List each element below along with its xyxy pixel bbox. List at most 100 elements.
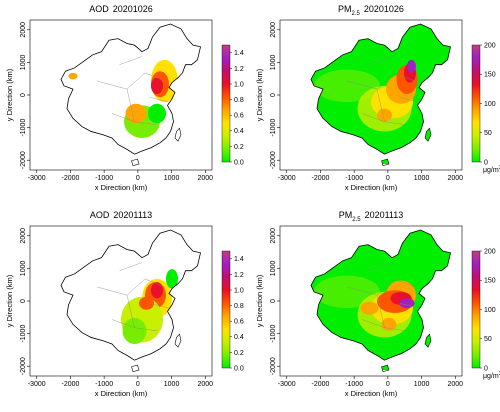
y-tick-label: 0 — [20, 93, 27, 97]
x-tick-label: -3000 — [28, 381, 46, 388]
taiwan-outline — [174, 333, 182, 348]
y-tick-label: -2000 — [20, 357, 27, 375]
province-borders — [346, 56, 420, 126]
x-tick-label: 0 — [136, 381, 140, 388]
panel-title: PM2.5 20201113 — [339, 210, 404, 223]
x-tick-label: -2000 — [61, 175, 79, 182]
panel-title-date: 20201026 — [364, 4, 404, 14]
y-tick-label: 0 — [20, 299, 27, 303]
colorbar-tick-label: 0.6 — [234, 113, 244, 120]
taiwan-outline — [424, 333, 432, 348]
panel-title-main: AOD — [90, 210, 110, 220]
y-tick-label: 2000 — [20, 228, 27, 244]
colorbar-tick-label: 0.2 — [234, 144, 244, 151]
china-outline — [60, 23, 201, 155]
colorbar-tick-label: 200 — [484, 248, 496, 255]
map-panel-aod2: AOD 20201113-3000 -2000 -1000 0 1000 2000-2000… — [5, 210, 244, 398]
colorbar-tick-label: 0.6 — [234, 319, 244, 326]
y-tick-label: 1000 — [270, 55, 277, 71]
y-axis-label: y Direction (km) — [255, 68, 264, 121]
map-panel-pm2: PM2.5 20201113-3000 -2000 -1000 0 1000 2000-20… — [255, 210, 500, 398]
hainan-outline — [381, 158, 390, 166]
y-tick-label: -1000 — [270, 119, 277, 137]
map-panel-aod1: AOD 20201026-3000 -2000 -1000 0 1000 2000-2000… — [5, 4, 244, 192]
china-outline — [60, 229, 201, 361]
map-fill — [311, 230, 451, 370]
panel-title-main: PM — [338, 4, 352, 14]
y-tick-label: -1000 — [20, 119, 27, 137]
hainan-outline — [381, 364, 390, 372]
colorbar-tick-label: 1.4 — [234, 50, 244, 57]
colorbar — [221, 44, 231, 163]
colorbar-unit: μg/m3 — [483, 165, 500, 174]
panel-title-subscript: 2.5 — [352, 217, 361, 223]
y-tick-label: 2000 — [20, 22, 27, 38]
x-tick-label: -2000 — [61, 381, 79, 388]
y-axis-label: y Direction (km) — [5, 274, 14, 327]
colorbar-tick-label: 0 — [484, 365, 488, 372]
colorbar-tick-label: 200 — [484, 42, 496, 49]
x-tick-label: -1000 — [95, 381, 113, 388]
y-tick-label: 1000 — [20, 261, 27, 277]
x-tick-label: 1000 — [414, 381, 430, 388]
y-tick-label: 2000 — [270, 22, 277, 38]
province-borders — [96, 262, 170, 332]
y-tick-label: 1000 — [270, 261, 277, 277]
colorbar-tick-label: 100 — [484, 101, 496, 108]
x-tick-label: -1000 — [95, 175, 113, 182]
map-fill — [61, 24, 201, 164]
colorbar-tick-label: 0 — [484, 159, 488, 166]
china-outline — [310, 229, 451, 361]
x-tick-label: -1000 — [345, 381, 363, 388]
colorbar-tick-label: 0.8 — [234, 303, 244, 310]
y-tick-label: 2000 — [270, 228, 277, 244]
hainan-outline — [131, 158, 140, 166]
x-tick-label: -3000 — [28, 175, 46, 182]
colorbar-tick-label: 50 — [484, 336, 492, 343]
x-axis-label: x Direction (km) — [95, 389, 148, 398]
colorbar-unit: μg/m3 — [483, 371, 500, 380]
panel-title-main: PM — [339, 210, 353, 220]
x-axis-label: x Direction (km) — [95, 183, 148, 192]
x-axis-label: x Direction (km) — [345, 183, 398, 192]
colorbar-tick-label: 0.0 — [234, 365, 244, 372]
x-tick-label: 1000 — [164, 175, 180, 182]
x-tick-label: -2000 — [311, 175, 329, 182]
panel-title-date: 20201113 — [365, 210, 404, 220]
province-borders — [96, 56, 170, 126]
y-tick-label: -2000 — [270, 151, 277, 169]
hainan-outline — [131, 364, 140, 372]
province-borders — [346, 262, 420, 332]
panel-title: AOD 20201026 — [89, 4, 153, 14]
x-tick-label: 2000 — [447, 381, 463, 388]
y-tick-label: -1000 — [270, 325, 277, 343]
panel-title-date: 20201113 — [113, 210, 152, 220]
x-tick-label: 0 — [136, 175, 140, 182]
taiwan-outline — [174, 127, 182, 142]
colorbar-tick-label: 100 — [484, 307, 496, 314]
x-tick-label: -1000 — [345, 175, 363, 182]
colorbar-tick-label: 150 — [484, 278, 496, 285]
colorbar-tick-label: 1.2 — [234, 272, 244, 279]
colorbar-tick-label: 0.4 — [234, 334, 244, 341]
y-tick-label: 0 — [270, 93, 277, 97]
colorbar-tick-label: 1.4 — [234, 256, 244, 263]
colorbar — [471, 44, 481, 163]
colorbar-tick-label: 1.0 — [234, 287, 244, 294]
x-tick-label: 0 — [386, 175, 390, 182]
x-tick-label: 0 — [386, 381, 390, 388]
y-axis-label: y Direction (km) — [5, 68, 14, 121]
colorbar-tick-label: 0.2 — [234, 350, 244, 357]
y-axis-label: y Direction (km) — [255, 274, 264, 327]
x-tick-label: 2000 — [197, 381, 213, 388]
x-axis-label: x Direction (km) — [345, 389, 398, 398]
colorbar — [221, 250, 231, 369]
x-tick-label: -3000 — [278, 381, 296, 388]
colorbar-tick-label: 50 — [484, 130, 492, 137]
x-tick-label: 1000 — [164, 381, 180, 388]
colorbar — [471, 250, 481, 369]
colorbar-tick-label: 0.4 — [234, 128, 244, 135]
panel-title-date: 20201026 — [113, 4, 153, 14]
map-fill — [311, 24, 451, 164]
taiwan-outline — [424, 127, 432, 142]
